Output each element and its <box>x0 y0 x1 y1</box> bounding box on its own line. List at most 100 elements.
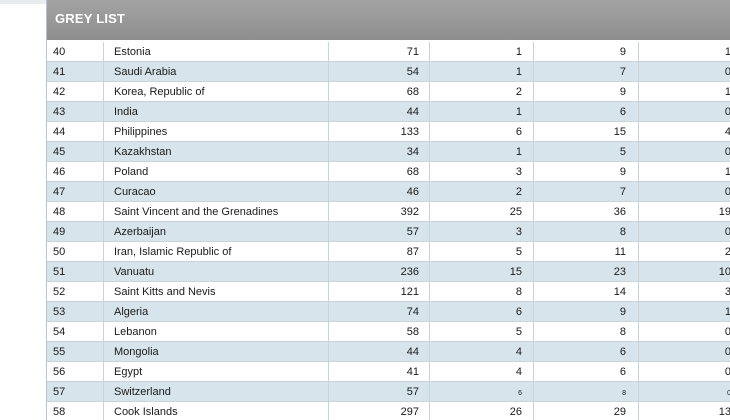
value-cell-3: 23 <box>533 261 639 282</box>
rank-cell: 53 <box>47 301 104 322</box>
value-cell-1: 68 <box>328 81 430 102</box>
value-cell-2: 25 <box>429 201 534 222</box>
table-row: 43India44160 <box>47 101 730 122</box>
rank-cell: 55 <box>47 341 104 362</box>
value-cell-3: 15 <box>533 121 639 142</box>
country-cell: Kazakhstan <box>103 141 329 162</box>
table-row: 51 Vanuatu 236 15 23 10 <box>47 261 730 282</box>
value-cell-3: 29 <box>533 401 639 420</box>
value-cell-3: 6 <box>533 341 639 362</box>
value-cell-2: 1 <box>429 141 534 162</box>
country-cell: Azerbaijan <box>103 221 329 242</box>
grey-list-table: 40Estonia7119141Saudi Arabia5417042Korea… <box>47 42 730 420</box>
country-cell: Switzerland <box>103 381 329 402</box>
value-cell-4: 1 <box>638 301 730 322</box>
value-cell-4: 0 <box>638 101 730 122</box>
country-cell: India <box>103 101 329 122</box>
value-cell-1: 41 <box>328 361 430 382</box>
country-cell: Cook Islands <box>103 401 329 420</box>
rank-cell: 43 <box>47 101 104 122</box>
grey-list-sheet: GREY LIST 40Estonia7119141Saudi Arabia54… <box>46 0 730 420</box>
value-cell-1: 57 <box>328 381 430 402</box>
value-cell-1: 236 <box>328 261 430 282</box>
value-cell-3: 6 <box>533 101 639 122</box>
value-cell-2: 3 <box>429 161 534 182</box>
value-cell-1: 68 <box>328 161 430 182</box>
rank-cell: 46 <box>47 161 104 182</box>
value-cell-3: 6 <box>533 361 639 382</box>
value-cell-2: 8 <box>429 281 534 302</box>
value-cell-2: 4 <box>429 341 534 362</box>
rank-cell: 45 <box>47 141 104 162</box>
country-cell: Saudi Arabia <box>103 61 329 82</box>
rank-cell: 49 <box>47 221 104 242</box>
value-cell-2: 2 <box>429 181 534 202</box>
value-cell-4: 19 <box>638 201 730 222</box>
value-cell-4: 2 <box>638 241 730 262</box>
value-cell-3: 7 <box>533 61 639 82</box>
small-value: 6 <box>518 389 522 397</box>
value-cell-4: 0 <box>638 381 730 402</box>
value-cell-1: 74 <box>328 301 430 322</box>
table-row: 56Egypt41460 <box>47 361 730 382</box>
table-row: 45Kazakhstan34150 <box>47 141 730 162</box>
rank-cell: 40 <box>47 42 104 62</box>
value-cell-3: 9 <box>533 42 639 62</box>
value-cell-4: 0 <box>638 221 730 242</box>
rank-cell: 42 <box>47 81 104 102</box>
country-cell: Curacao <box>103 181 329 202</box>
value-cell-2: 2 <box>429 81 534 102</box>
value-cell-4: 0 <box>638 61 730 82</box>
value-cell-1: 44 <box>328 341 430 362</box>
country-cell: Egypt <box>103 361 329 382</box>
value-cell-4: 0 <box>638 321 730 342</box>
value-cell-2: 6 <box>429 301 534 322</box>
value-cell-1: 71 <box>328 42 430 62</box>
value-cell-3: 7 <box>533 181 639 202</box>
value-cell-3: 5 <box>533 141 639 162</box>
value-cell-2: 6 <box>429 381 534 402</box>
value-cell-1: 57 <box>328 221 430 242</box>
value-cell-4: 1 <box>638 42 730 62</box>
value-cell-4: 0 <box>638 141 730 162</box>
value-cell-3: 9 <box>533 301 639 322</box>
rank-cell: 48 <box>47 201 104 222</box>
rank-cell: 52 <box>47 281 104 302</box>
value-cell-4: 1 <box>638 81 730 102</box>
value-cell-2: 5 <box>429 241 534 262</box>
value-cell-4: 4 <box>638 121 730 142</box>
value-cell-3: 9 <box>533 81 639 102</box>
value-cell-1: 58 <box>328 321 430 342</box>
country-cell: Korea, Republic of <box>103 81 329 102</box>
table-row: 48 Saint Vincent and the Grenadines 392 25 3… <box>47 201 730 222</box>
rank-cell: 41 <box>47 61 104 82</box>
table-row: 54Lebanon58580 <box>47 321 730 342</box>
rank-cell: 44 <box>47 121 104 142</box>
table-row: 58 Cook Islands 297 26 29 13 <box>47 401 730 420</box>
small-value: 0 <box>727 390 730 397</box>
value-cell-4: 0 <box>638 361 730 382</box>
list-header-bar: GREY LIST <box>47 0 730 40</box>
value-cell-1: 121 <box>328 281 430 302</box>
table-row: 49Azerbaijan57380 <box>47 221 730 242</box>
country-cell: Iran, Islamic Republic of <box>103 241 329 262</box>
table-row: 53Algeria74691 <box>47 301 730 322</box>
list-title: GREY LIST <box>55 11 126 26</box>
value-cell-1: 392 <box>328 201 430 222</box>
value-cell-3: 8 <box>533 221 639 242</box>
rank-cell: 51 <box>47 261 104 282</box>
value-cell-2: 15 <box>429 261 534 282</box>
rank-cell: 50 <box>47 241 104 262</box>
value-cell-4: 3 <box>638 281 730 302</box>
value-cell-3: 8 <box>533 321 639 342</box>
value-cell-1: 34 <box>328 141 430 162</box>
country-cell: Estonia <box>103 42 329 62</box>
table-row: 55Mongolia44460 <box>47 341 730 362</box>
value-cell-4: 10 <box>638 261 730 282</box>
country-cell: Lebanon <box>103 321 329 342</box>
